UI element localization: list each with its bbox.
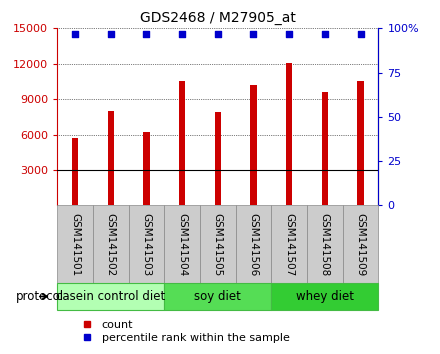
Text: GSM141505: GSM141505	[213, 213, 223, 276]
Point	[107, 31, 114, 36]
Point	[72, 31, 79, 36]
Text: GSM141504: GSM141504	[177, 213, 187, 276]
Bar	[143, 132, 150, 205]
Point	[179, 31, 186, 36]
Bar	[343, 205, 378, 283]
Point	[250, 31, 257, 36]
Point	[143, 31, 150, 36]
Point	[286, 31, 293, 36]
Bar	[164, 205, 200, 283]
Text: GSM141506: GSM141506	[249, 213, 258, 276]
Text: GSM141507: GSM141507	[284, 213, 294, 276]
Text: protocol: protocol	[15, 290, 63, 303]
Text: GSM141502: GSM141502	[106, 213, 116, 276]
Title: GDS2468 / M27905_at: GDS2468 / M27905_at	[140, 11, 296, 24]
Bar	[236, 205, 271, 283]
Bar	[271, 283, 378, 310]
Bar	[250, 85, 257, 205]
Bar	[307, 205, 343, 283]
Bar	[215, 112, 221, 205]
Point	[357, 31, 364, 36]
Text: GSM141509: GSM141509	[356, 213, 366, 276]
Text: casein control diet: casein control diet	[56, 290, 165, 303]
Text: GSM141508: GSM141508	[320, 213, 330, 276]
Bar	[322, 92, 328, 205]
Text: whey diet: whey diet	[296, 290, 354, 303]
Point	[321, 31, 328, 36]
Text: GSM141501: GSM141501	[70, 213, 80, 276]
Bar	[164, 283, 271, 310]
Bar	[72, 138, 78, 205]
Text: soy diet: soy diet	[194, 290, 241, 303]
Bar	[57, 205, 93, 283]
Legend: count, percentile rank within the sample: count, percentile rank within the sample	[76, 320, 290, 343]
Bar	[200, 205, 236, 283]
Bar	[357, 81, 364, 205]
Bar	[93, 205, 128, 283]
Bar	[57, 283, 164, 310]
Bar	[128, 205, 164, 283]
Bar	[286, 63, 293, 205]
Point	[214, 31, 221, 36]
Bar	[271, 205, 307, 283]
Text: GSM141503: GSM141503	[141, 213, 151, 276]
Bar	[107, 111, 114, 205]
Bar	[179, 81, 185, 205]
